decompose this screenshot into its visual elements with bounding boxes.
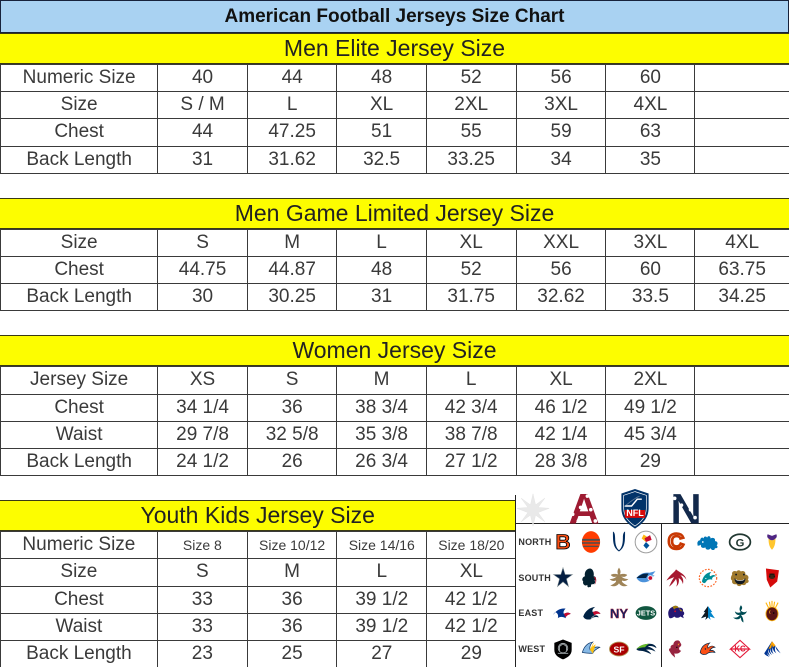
svg-text:SF: SF — [614, 645, 625, 655]
svg-text:NY: NY — [610, 607, 628, 622]
svg-text:NFL: NFL — [627, 508, 645, 518]
svg-text:G: G — [736, 537, 745, 549]
svg-text:B: B — [556, 531, 571, 554]
svg-text:KC: KC — [735, 645, 747, 654]
svg-text:JETS: JETS — [637, 609, 655, 618]
svg-text:C: C — [668, 529, 684, 554]
